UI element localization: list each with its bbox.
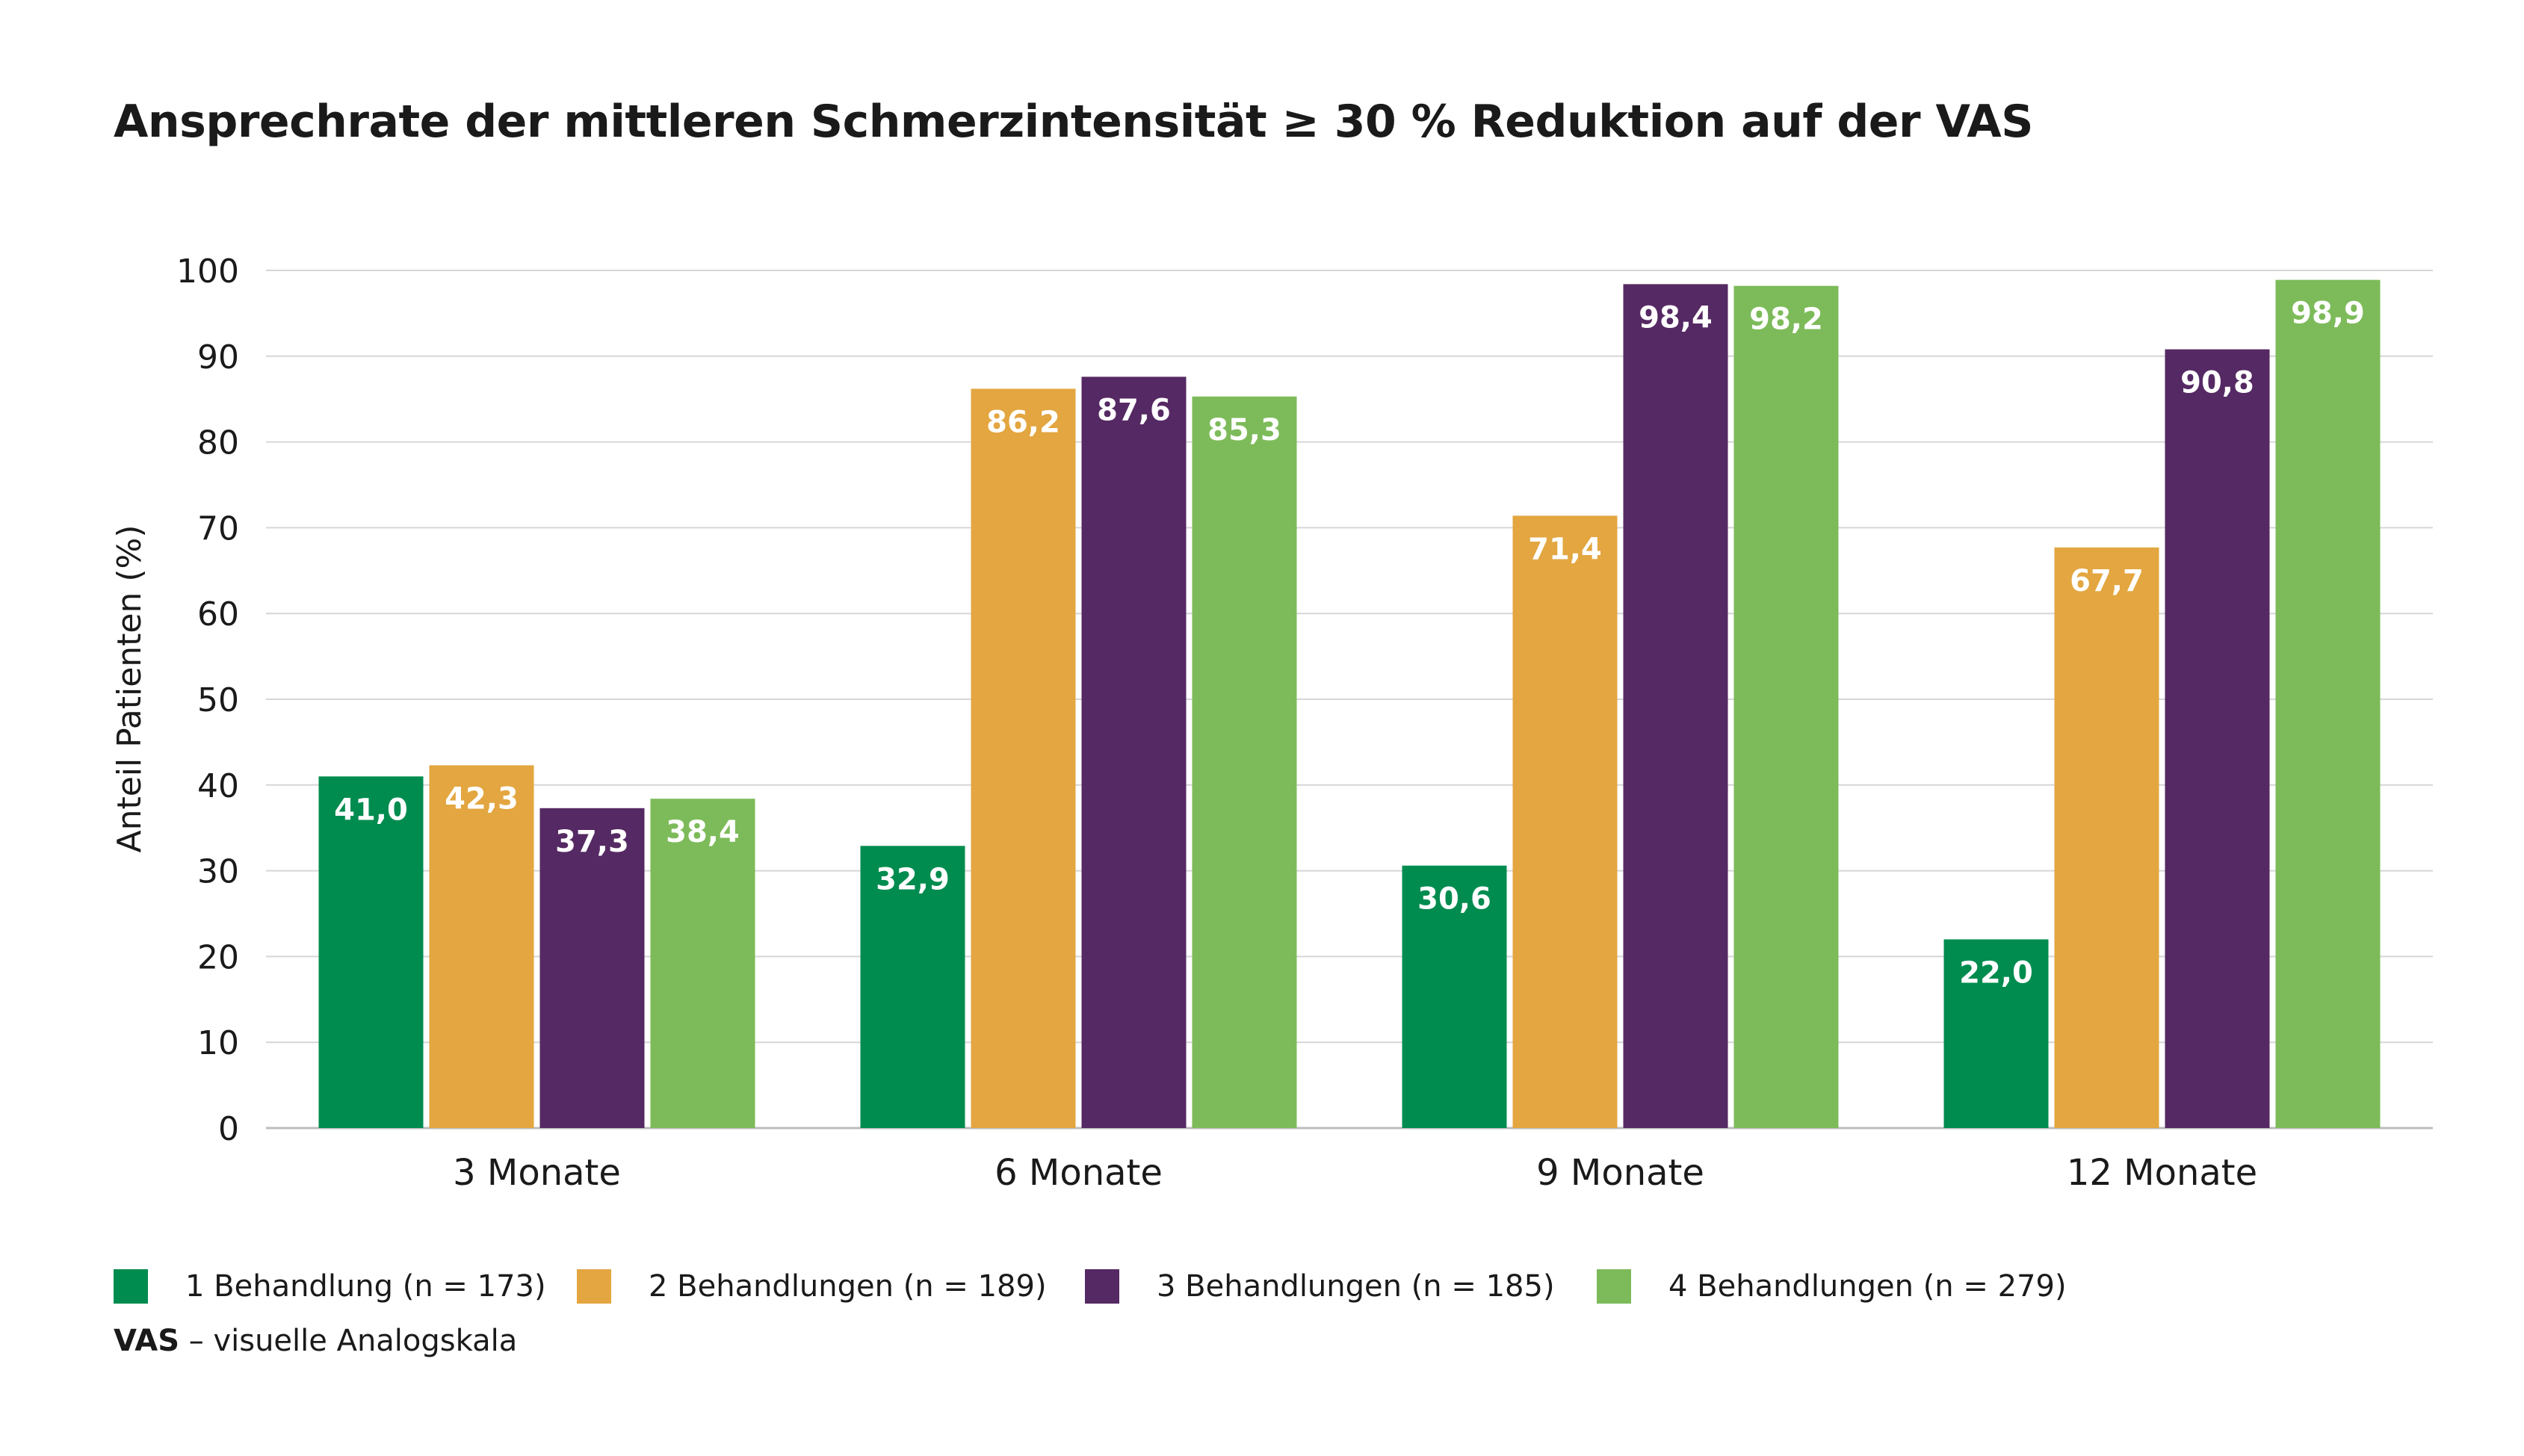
bar-value-label: 71,4 bbox=[1528, 532, 1602, 566]
x-tick-label: 12 Monate bbox=[2067, 1152, 2257, 1194]
bar bbox=[2054, 547, 2159, 1128]
bar-value-label: 67,7 bbox=[2070, 564, 2144, 598]
legend-label: 3 Behandlungen (n = 185) bbox=[1157, 1269, 1555, 1304]
bar bbox=[1512, 515, 1618, 1128]
bar bbox=[1733, 285, 1839, 1128]
x-axis-ticks: 3 Monate 6 Monate 9 Monate 12 Monate bbox=[453, 1152, 2257, 1194]
x-tick-label: 6 Monate bbox=[995, 1152, 1163, 1194]
bar bbox=[650, 799, 755, 1128]
chart-legend: 1 Behandlung (n = 173) 2 Behandlungen (n… bbox=[114, 1264, 2430, 1309]
bar bbox=[860, 846, 965, 1128]
y-tick-label: 40 bbox=[197, 767, 239, 805]
bar bbox=[1081, 377, 1187, 1128]
bar-value-label: 98,9 bbox=[2291, 297, 2365, 331]
legend-item-4-behandlungen: 4 Behandlungen (n = 279) bbox=[1597, 1264, 2067, 1309]
y-tick-label: 30 bbox=[197, 853, 239, 891]
legend-label: 1 Behandlung (n = 173) bbox=[185, 1269, 546, 1304]
bar bbox=[1943, 939, 2049, 1128]
legend-item-1-behandlung: 1 Behandlung (n = 173) bbox=[114, 1264, 546, 1309]
bar bbox=[1402, 865, 1507, 1128]
y-tick-label: 20 bbox=[197, 938, 239, 976]
legend-swatch bbox=[1597, 1269, 1631, 1304]
y-tick-label: 0 bbox=[218, 1110, 239, 1148]
bar bbox=[539, 808, 645, 1128]
bar-value-label: 86,2 bbox=[986, 405, 1060, 439]
bar-value-label: 98,4 bbox=[1639, 300, 1713, 335]
y-tick-label: 10 bbox=[197, 1024, 239, 1062]
legend-swatch bbox=[1085, 1269, 1119, 1304]
y-tick-label: 100 bbox=[176, 253, 239, 291]
bar bbox=[2165, 349, 2270, 1129]
legend-item-3-behandlungen: 3 Behandlungen (n = 185) bbox=[1085, 1264, 1555, 1309]
bar bbox=[2275, 279, 2381, 1129]
y-tick-label: 60 bbox=[197, 595, 239, 633]
x-tick-label: 3 Monate bbox=[453, 1152, 621, 1194]
data-labels: 41,0 42,3 37,3 38,4 32,9 86,2 87,6 85,3 30,6 71,4… bbox=[334, 297, 2365, 991]
bar bbox=[971, 388, 1076, 1128]
bar bbox=[318, 776, 424, 1128]
x-tick-label: 9 Monate bbox=[1536, 1152, 1704, 1194]
legend-item-2-behandlungen: 2 Behandlungen (n = 189) bbox=[577, 1264, 1047, 1309]
y-tick-label: 70 bbox=[197, 509, 239, 548]
y-axis-ticks: 0 10 20 30 40 50 60 70 80 90 100 bbox=[176, 253, 239, 1148]
legend-label: 4 Behandlungen (n = 279) bbox=[1668, 1269, 2067, 1304]
bar-value-label: 41,0 bbox=[334, 793, 408, 827]
bar-value-label: 37,3 bbox=[555, 825, 629, 859]
bar-value-label: 98,2 bbox=[1749, 303, 1823, 337]
bar-value-label: 85,3 bbox=[1207, 413, 1281, 447]
bar-value-label: 30,6 bbox=[1417, 882, 1491, 917]
y-tick-label: 90 bbox=[197, 338, 239, 377]
bar bbox=[429, 765, 534, 1128]
legend-label: 2 Behandlungen (n = 189) bbox=[649, 1269, 1047, 1304]
bar bbox=[1192, 396, 1297, 1128]
bar-value-label: 32,9 bbox=[876, 862, 950, 896]
footnote: VAS – visuelle Analogskala bbox=[114, 1324, 517, 1358]
bar-value-label: 22,0 bbox=[1959, 955, 2033, 990]
bar-value-label: 38,4 bbox=[666, 815, 740, 849]
legend-swatch bbox=[577, 1269, 611, 1304]
y-tick-label: 50 bbox=[197, 681, 239, 719]
chart-title: Ansprechrate der mittleren Schmerzintens… bbox=[114, 96, 2033, 148]
footnote-text: – visuelle Analogskala bbox=[179, 1324, 518, 1358]
bar bbox=[1623, 284, 1728, 1128]
footnote-abbreviation: VAS bbox=[114, 1324, 180, 1358]
bar-value-label: 87,6 bbox=[1097, 393, 1171, 427]
y-tick-label: 80 bbox=[197, 424, 239, 462]
y-axis-title: Anteil Patienten (%) bbox=[111, 524, 149, 852]
bar-value-label: 42,3 bbox=[445, 781, 519, 816]
bar-value-label: 90,8 bbox=[2180, 366, 2254, 400]
bars bbox=[318, 279, 2381, 1129]
legend-swatch bbox=[114, 1269, 148, 1304]
